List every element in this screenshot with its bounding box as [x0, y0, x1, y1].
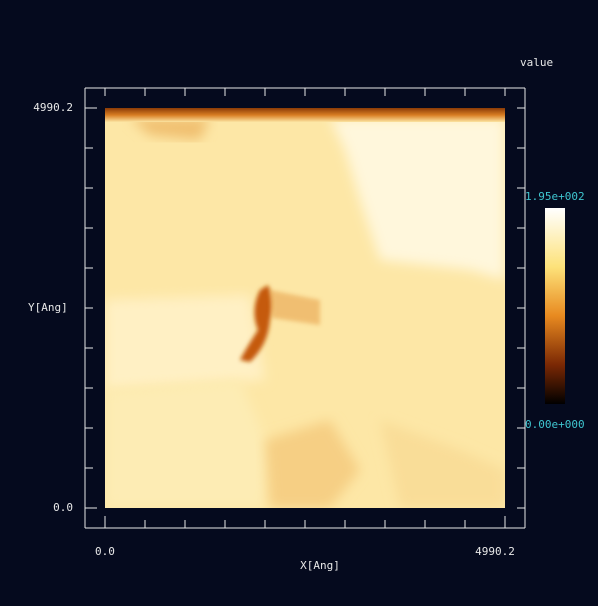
x-axis-label: X[Ang]	[300, 559, 340, 572]
x-tick-label: 0.0	[95, 545, 115, 558]
chart: value X[Ang] Y[Ang] 0.0 4990.2 0.0 4990.2 1.…	[0, 0, 598, 606]
x-tick-label: 4990.2	[475, 545, 515, 558]
colorbar-title: value	[520, 56, 553, 69]
y-tick-label: 4990.2	[33, 101, 73, 114]
y-tick-label: 0.0	[53, 501, 73, 514]
colorbar	[545, 208, 565, 404]
colorbar-tick-label: 0.00e+000	[525, 418, 585, 431]
heatmap-image	[105, 108, 505, 508]
colorbar-tick-label: 1.95e+002	[525, 190, 585, 203]
y-axis-label: Y[Ang]	[28, 301, 68, 314]
